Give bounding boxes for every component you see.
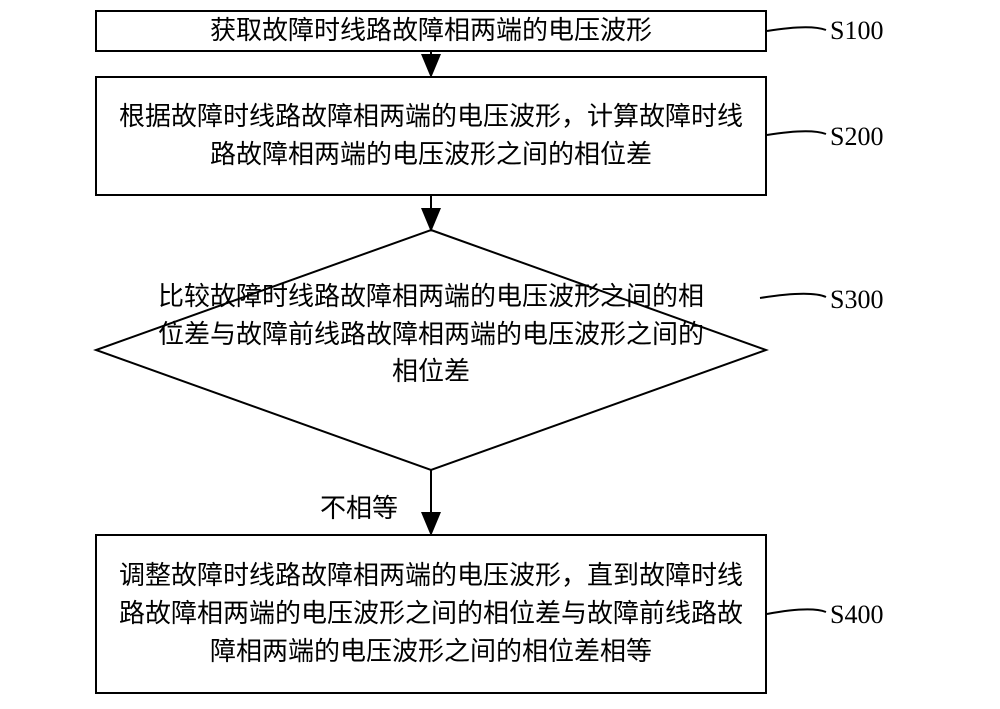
node-s100: 获取故障时线路故障相两端的电压波形	[95, 10, 767, 52]
node-s300-text: 比较故障时线路故障相两端的电压波形之间的相位差与故障前线路故障相两端的电压波形之…	[158, 282, 704, 386]
node-s100-text: 获取故障时线路故障相两端的电压波形	[210, 12, 652, 50]
node-s300: 比较故障时线路故障相两端的电压波形之间的相位差与故障前线路故障相两端的电压波形之…	[151, 278, 711, 391]
node-s200: 根据故障时线路故障相两端的电压波形，计算故障时线路故障相两端的电压波形之间的相位…	[95, 76, 767, 196]
label-s100: S100	[830, 16, 883, 46]
label-s200: S200	[830, 122, 883, 152]
node-s200-text: 根据故障时线路故障相两端的电压波形，计算故障时线路故障相两端的电压波形之间的相位…	[109, 98, 753, 173]
node-s400-text: 调整故障时线路故障相两端的电压波形，直到故障时线路故障相两端的电压波形之间的相位…	[109, 557, 753, 670]
label-s300: S300	[830, 285, 883, 315]
label-s400: S400	[830, 600, 883, 630]
flowchart: { "nodes": { "s100": { "text": "获取故障时线路故…	[0, 0, 1000, 709]
edge-label-neq: 不相等	[320, 488, 398, 525]
node-s400: 调整故障时线路故障相两端的电压波形，直到故障时线路故障相两端的电压波形之间的相位…	[95, 534, 767, 694]
